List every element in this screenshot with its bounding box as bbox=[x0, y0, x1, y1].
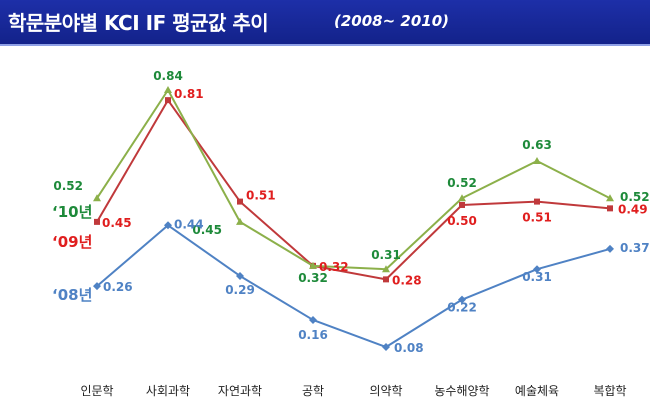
series-2009 bbox=[94, 97, 613, 283]
data-label-2009: 0.28 bbox=[392, 273, 422, 287]
data-label-2009: 0.45 bbox=[102, 216, 132, 230]
legend-label-2010: ‘10년 bbox=[52, 203, 92, 221]
data-point-2008 bbox=[236, 271, 244, 280]
data-label-2008: 0.22 bbox=[447, 301, 477, 315]
data-label-2010: 0.52 bbox=[447, 176, 477, 190]
data-point-2010 bbox=[533, 157, 541, 165]
chart-subtitle: (2008~ 2010) bbox=[334, 12, 449, 30]
data-label-2008: 0.26 bbox=[103, 280, 133, 294]
data-label-2010: 0.45 bbox=[192, 223, 222, 237]
series-line-2008 bbox=[96, 224, 611, 348]
data-point-2009 bbox=[534, 198, 540, 205]
series-2008 bbox=[93, 221, 614, 351]
data-point-2010 bbox=[458, 194, 466, 202]
data-point-2010 bbox=[309, 261, 317, 269]
data-point-2009 bbox=[607, 205, 613, 212]
data-point-2009 bbox=[383, 276, 389, 283]
data-label-2010: 0.31 bbox=[371, 248, 401, 262]
data-label-2009: 0.51 bbox=[522, 211, 552, 225]
data-label-2008: 0.31 bbox=[522, 270, 552, 284]
data-point-2008 bbox=[458, 295, 466, 304]
chart-title: 학문분야별 KCI IF 평균값 추이 bbox=[8, 11, 269, 35]
series-2010 bbox=[93, 86, 614, 273]
data-point-2009 bbox=[94, 218, 100, 225]
data-label-2010: 0.32 bbox=[298, 271, 328, 285]
data-point-2008 bbox=[533, 265, 541, 274]
category-label: 예술체육 bbox=[515, 384, 559, 398]
data-point-2010 bbox=[93, 194, 101, 202]
data-label-2009: 0.49 bbox=[618, 202, 648, 216]
series-line-2009 bbox=[96, 99, 611, 281]
data-label-2008: 0.08 bbox=[394, 341, 424, 355]
data-point-2008 bbox=[606, 244, 614, 253]
data-label-2010: 0.52 bbox=[620, 190, 650, 204]
title-underline bbox=[0, 44, 650, 46]
category-label: 복합학 bbox=[593, 384, 626, 398]
series-line-2010 bbox=[96, 89, 611, 271]
data-point-2009 bbox=[237, 198, 243, 205]
data-point-2008 bbox=[309, 315, 317, 324]
data-label-2008: 0.16 bbox=[298, 328, 328, 342]
data-point-2008 bbox=[382, 343, 390, 351]
data-label-2009: 0.32 bbox=[319, 260, 349, 274]
data-label-2009: 0.81 bbox=[174, 87, 204, 101]
data-label-2008: 0.44 bbox=[174, 217, 204, 231]
data-point-2010 bbox=[382, 265, 390, 273]
data-label-2008: 0.37 bbox=[620, 241, 650, 255]
category-label: 인문학 bbox=[80, 384, 113, 398]
data-point-2010 bbox=[236, 217, 244, 225]
legend-label-2009: ‘09년 bbox=[52, 233, 92, 251]
data-label-2010: 0.63 bbox=[522, 138, 552, 152]
data-point-2008 bbox=[164, 221, 172, 230]
category-label: 농수해양학 bbox=[434, 384, 489, 398]
data-point-2008 bbox=[93, 282, 101, 291]
data-label-2010: 0.52 bbox=[53, 179, 83, 193]
data-label-2009: 0.50 bbox=[447, 214, 477, 228]
category-label: 자연과학 bbox=[218, 384, 262, 398]
data-label-2008: 0.29 bbox=[225, 283, 255, 297]
data-label-2010: 0.84 bbox=[153, 69, 183, 83]
category-label: 의약학 bbox=[369, 383, 402, 398]
data-point-2010 bbox=[606, 194, 614, 202]
data-point-2010 bbox=[164, 86, 172, 93]
category-label: 사회과학 bbox=[146, 384, 190, 398]
title-bar bbox=[0, 0, 650, 44]
category-label: 공학 bbox=[302, 384, 324, 398]
legend-label-2008: ‘08년 bbox=[52, 286, 92, 304]
data-label-2009: 0.51 bbox=[246, 189, 276, 203]
data-point-2009 bbox=[165, 97, 171, 104]
data-point-2009 bbox=[459, 201, 465, 208]
